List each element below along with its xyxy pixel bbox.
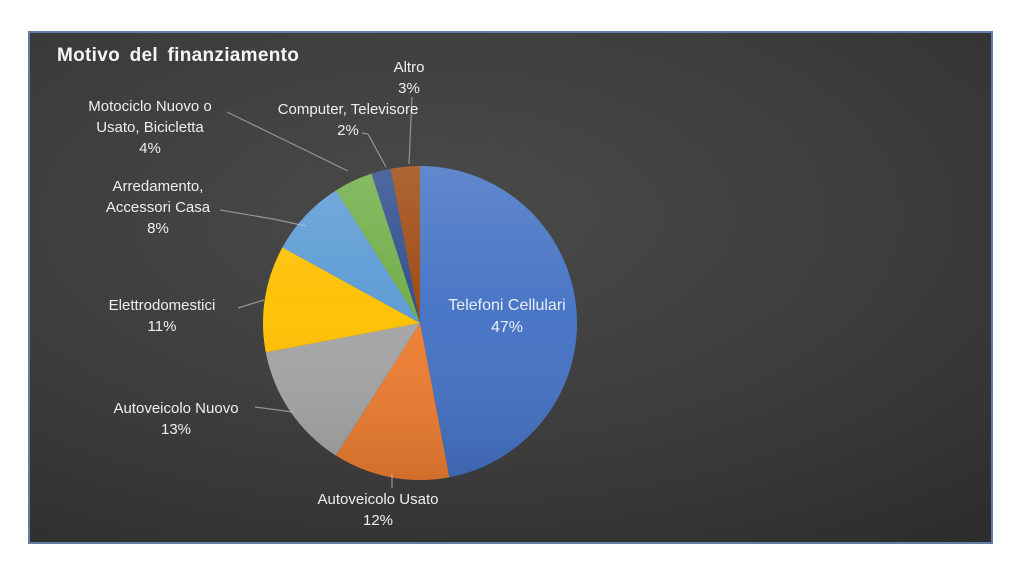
label-percent: 13% (160, 421, 192, 438)
label-percent: 8% (147, 220, 169, 237)
label-category: Autoveicolo Nuovo (113, 400, 239, 417)
data-label-motociclo: Motociclo Nuovo o Usato, Bicicletta 4% (88, 96, 211, 159)
data-label-computer-televisore: Computer, Televisore 2% (278, 99, 419, 141)
data-label-telefoni-cellulari: Telefoni Cellulari 47% (448, 295, 565, 339)
data-label-altro: Altro 3% (394, 57, 425, 99)
presentation-slide: Motivo del finanziamento Altro 3% Comput… (28, 31, 993, 544)
label-percent: 4% (139, 140, 161, 157)
chart-title: Motivo del finanziamento (57, 45, 300, 66)
leader-line-altro (408, 96, 413, 165)
label-percent: 47% (490, 319, 524, 336)
data-label-autoveicolo-usato: Autoveicolo Usato 12% (318, 489, 439, 531)
data-label-elettrodomestici: Elettrodomestici 11% (109, 295, 216, 337)
leader-line-arredamento (219, 209, 307, 227)
label-category: Autoveicolo Usato (317, 491, 439, 508)
pie-chart (219, 96, 578, 488)
label-percent: 2% (337, 122, 359, 139)
data-label-arredamento: Arredamento, Accessori Casa 8% (106, 176, 210, 239)
leader-line-motociclo (226, 111, 349, 172)
label-category: Telefoni Cellulari (448, 297, 566, 314)
label-category: Altro (393, 59, 425, 76)
data-label-autoveicolo-nuovo: Autoveicolo Nuovo 13% (113, 398, 238, 440)
label-category: Accessori Casa (105, 199, 211, 216)
leader-line-autoveicolo-nuovo (254, 406, 294, 413)
label-category: Usato, Bicicletta (96, 119, 204, 136)
pie-sheen-overlay (263, 166, 577, 480)
label-category: Computer, Televisore (277, 101, 419, 118)
leader-lines (219, 96, 413, 488)
leader-line-elettrodomestici (237, 299, 265, 309)
label-percent: 12% (362, 512, 394, 529)
leader-line-computer (361, 132, 387, 168)
label-percent: 3% (398, 80, 420, 97)
label-percent: 11% (147, 318, 177, 335)
label-category: Motociclo Nuovo o (88, 98, 212, 115)
label-category: Arredamento, (112, 178, 204, 195)
label-category: Elettrodomestici (108, 297, 216, 314)
